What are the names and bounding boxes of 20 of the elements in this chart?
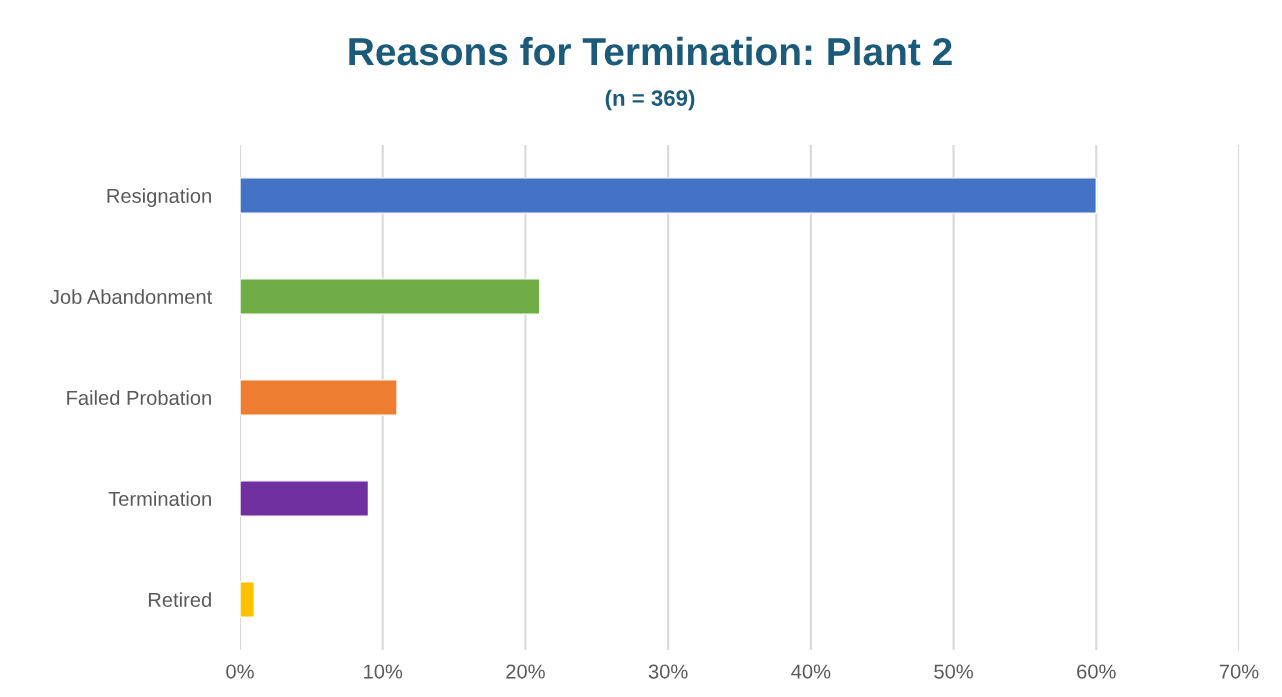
chart-title: Reasons for Termination: Plant 2 bbox=[349, 36, 952, 66]
y-tick-label: Termination bbox=[108, 491, 211, 506]
x-tick-label: 30% bbox=[648, 664, 688, 679]
bar bbox=[240, 278, 541, 315]
y-tick-label: Job Abandonment bbox=[50, 289, 213, 304]
y-tick-label: Retired bbox=[148, 592, 211, 607]
x-tick-label: 60% bbox=[1077, 664, 1116, 679]
x-tick-label: 50% bbox=[934, 664, 974, 679]
chart-subtitle: (n = 369) bbox=[605, 89, 695, 111]
x-tick-label: 10% bbox=[364, 664, 403, 679]
bar bbox=[240, 379, 398, 416]
x-tick-label: 20% bbox=[506, 664, 545, 679]
y-tick-label: Resignation bbox=[107, 188, 211, 207]
y-tick-label: Failed Probation bbox=[67, 390, 211, 405]
x-tick-label: 70% bbox=[1219, 664, 1259, 679]
x-tick-label: 0% bbox=[226, 664, 254, 679]
bar bbox=[240, 480, 370, 517]
bar bbox=[240, 581, 255, 618]
bar bbox=[240, 177, 1097, 214]
x-tick-label: 40% bbox=[791, 664, 831, 679]
